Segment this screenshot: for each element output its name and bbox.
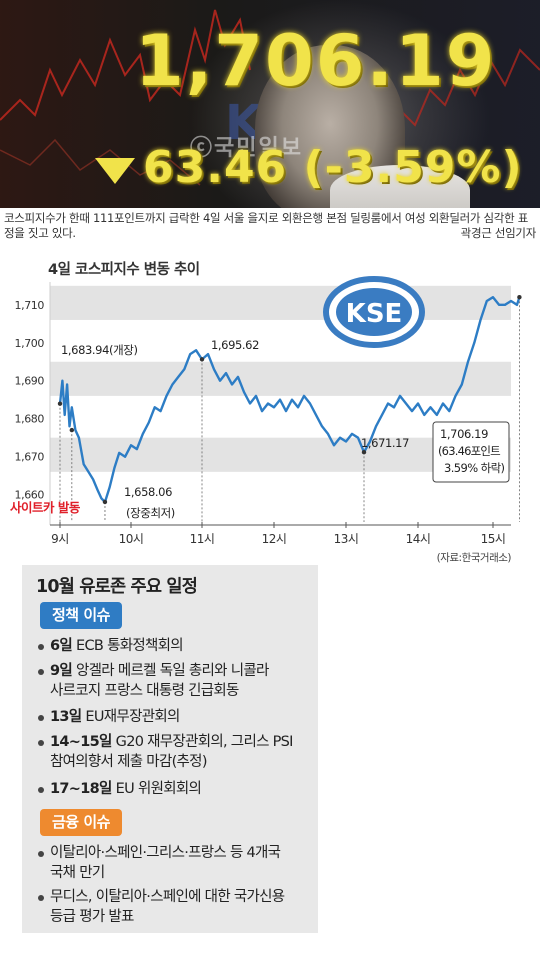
x-tick-label: 11시: [190, 532, 215, 546]
x-tick-label: 13시: [334, 532, 359, 546]
photo-caption: 코스피지수가 한때 111포인트까지 급락한 4일 서울 을지로 외환은행 본점…: [4, 211, 538, 241]
y-tick-label: 1,660: [15, 489, 45, 502]
news-photo: KSE ⓒ국민일보 1,706.19 63.46 (-3.59%): [0, 0, 540, 208]
annotation-close-box: 1,706.19 (63.46포인트 3.59% 하락): [432, 421, 510, 483]
marker-open: [57, 401, 63, 406]
marker-low: [102, 499, 108, 505]
x-tick-label: 10시: [119, 532, 144, 546]
marker-high: [199, 357, 205, 362]
y-tick-label: 1,670: [15, 451, 45, 464]
photo-credit: 곽경근 선임기자: [460, 226, 537, 240]
policy-item-text: 앙겔라 메르켈 독일 총리와 니콜라: [76, 663, 269, 679]
policy-item-date: 6일: [50, 638, 73, 654]
annotation-close-change: (63.46포인트: [438, 444, 500, 458]
down-triangle-icon: [95, 157, 135, 184]
index-change-value: 63.46 (-3.59%): [143, 142, 523, 193]
policy-item-text: EU재무장관회의: [85, 709, 180, 725]
chart-source: (자료:한국거래소): [437, 552, 512, 564]
y-tick-label: 1,690: [15, 375, 45, 388]
dealer-collar: [330, 165, 470, 208]
schedule-title: 10월 유로존 주요 일정: [36, 577, 198, 597]
chart-band: [50, 285, 511, 320]
x-tick-label: 12시: [262, 532, 287, 546]
policy-item-date: 17~18일: [50, 781, 112, 797]
finance-item-text-line2: 국채 만기: [50, 865, 105, 881]
x-tick-label: 14시: [406, 532, 431, 546]
annotation-close-pct: 3.59% 하락): [444, 461, 505, 475]
marker-circuit: [69, 427, 75, 433]
finance-item-text: 무디스, 이탈리아·스페인에 대한 국가신용: [50, 889, 285, 905]
finance-item-text-line2: 등급 평가 발표: [50, 909, 134, 925]
policy-item: 14~15일 G20 재무장관회의, 그리스 PSI 참여의향서 제출 마감(추정…: [36, 732, 314, 772]
chart-title: 4일 코스피지수 변동 추이: [48, 262, 200, 278]
eurozone-schedule-box: 10월 유로존 주요 일정 정책 이슈 6일 ECB 통화정책회의 9일 앙겔라 메…: [22, 565, 318, 933]
annotation-dash-lines: [59, 297, 520, 522]
photo-watermark: ⓒ국민일보: [190, 136, 303, 161]
policy-issue-label: 정책 이슈: [40, 602, 122, 629]
policy-item-text-line2: 사르코지 프랑스 대통령 긴급회동: [50, 683, 239, 699]
x-axis-ticks: 9시 10시 11시 12시 13시 14시 15시: [50, 522, 511, 546]
policy-item-text-line2: 참여의향서 제출 마감(추정): [50, 754, 207, 770]
policy-item: 13일 EU재무장관회의: [36, 707, 314, 727]
caption-text: 코스피지수가 한때 111포인트까지 급락한 4일 서울 을지로 외환은행 본점…: [4, 211, 529, 240]
finance-item: 무디스, 이탈리아·스페인에 대한 국가신용 등급 평가 발표: [36, 887, 314, 927]
annotation-markers: [57, 294, 522, 505]
marker-dip: [361, 450, 367, 455]
policy-item-date: 14~15일: [50, 734, 112, 750]
kospi-line-chart: 1,660 1,670 1,680 1,690 1,700 1,710 9시 10시 11시 1…: [10, 276, 522, 564]
annotation-low-note: (장중최저): [126, 506, 175, 520]
annotation-dip: 1,671.17: [361, 436, 409, 450]
series-line-kospi: [58, 296, 521, 504]
annotation-close-value: 1,706.19: [440, 427, 488, 441]
kse-logo-text: KSE: [346, 299, 403, 329]
y-tick-label: 1,700: [15, 337, 45, 350]
y-tick-label: 1,680: [15, 413, 45, 426]
policy-item: 17~18일 EU 위원회회의: [36, 779, 314, 799]
index-value: 1,706.19: [135, 20, 497, 102]
annotation-open: 1,683.94(개장): [61, 343, 138, 357]
policy-item-text: EU 위원회회의: [115, 781, 202, 797]
policy-item-text: ECB 통화정책회의: [76, 638, 184, 654]
x-tick-label: 9시: [51, 532, 69, 546]
policy-item-date: 13일: [50, 709, 82, 725]
policy-item-text: G20 재무장관회의, 그리스 PSI: [115, 734, 294, 750]
annotation-circuit-breaker: 사이트카 발동: [10, 500, 81, 515]
annotation-low-value: 1,658.06: [124, 485, 172, 499]
x-tick-label: 15시: [481, 532, 506, 546]
index-change-row: 63.46 (-3.59%): [95, 142, 523, 193]
finance-issue-label: 금융 이슈: [40, 809, 122, 836]
policy-item-date: 9일: [50, 663, 73, 679]
finance-item: 이탈리아·스페인·그리스·프랑스 등 4개국 국채 만기: [36, 843, 314, 883]
policy-item: 9일 앙겔라 메르켈 독일 총리와 니콜라 사르코지 프랑스 대통령 긴급회동: [36, 661, 314, 701]
policy-item: 6일 ECB 통화정책회의: [36, 636, 314, 656]
y-axis-ticks: 1,660 1,670 1,680 1,690 1,700 1,710: [15, 299, 45, 502]
annotation-high: 1,695.62: [211, 338, 259, 352]
marker-close: [517, 294, 522, 300]
kse-logo: KSE: [323, 276, 425, 348]
y-tick-label: 1,710: [15, 299, 45, 312]
chart-band: [50, 361, 511, 396]
finance-item-text: 이탈리아·스페인·그리스·프랑스 등 4개국: [50, 845, 281, 861]
